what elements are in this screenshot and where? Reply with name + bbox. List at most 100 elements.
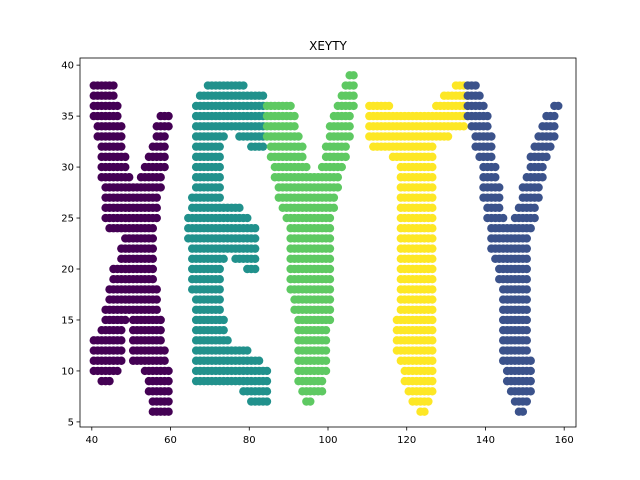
- data-point: [302, 163, 310, 171]
- data-point: [153, 214, 161, 222]
- data-point: [349, 92, 357, 100]
- data-point: [495, 183, 503, 191]
- data-point: [342, 142, 350, 150]
- data-point: [460, 122, 468, 130]
- data-point: [523, 316, 531, 324]
- data-point: [223, 336, 231, 344]
- data-point: [216, 193, 224, 201]
- data-point: [160, 346, 168, 354]
- data-point: [428, 285, 436, 293]
- data-point: [349, 81, 357, 89]
- data-point: [326, 214, 334, 222]
- data-point: [428, 193, 436, 201]
- data-point: [475, 92, 483, 100]
- data-point: [428, 183, 436, 191]
- data-point: [216, 295, 224, 303]
- data-point: [219, 255, 227, 263]
- data-point: [164, 112, 172, 120]
- data-point: [105, 377, 113, 385]
- data-point: [164, 122, 172, 130]
- data-point: [527, 357, 535, 365]
- data-point: [149, 244, 157, 252]
- data-point: [219, 326, 227, 334]
- data-point: [523, 234, 531, 242]
- data-point: [424, 397, 432, 405]
- data-point: [113, 367, 121, 375]
- data-point: [216, 275, 224, 283]
- data-point: [428, 316, 436, 324]
- data-point: [160, 357, 168, 365]
- data-point: [326, 306, 334, 314]
- data-point: [164, 408, 172, 416]
- data-point: [263, 367, 271, 375]
- data-point: [117, 132, 125, 140]
- x-tick-label: 120: [397, 435, 416, 446]
- data-point: [428, 326, 436, 334]
- data-point: [157, 326, 165, 334]
- data-point: [164, 377, 172, 385]
- data-point: [428, 336, 436, 344]
- data-point: [149, 255, 157, 263]
- data-point: [523, 265, 531, 273]
- data-point: [216, 306, 224, 314]
- data-point: [495, 193, 503, 201]
- data-point: [523, 295, 531, 303]
- data-point: [523, 397, 531, 405]
- data-point: [527, 377, 535, 385]
- data-point: [554, 102, 562, 110]
- data-point: [428, 224, 436, 232]
- data-point: [117, 336, 125, 344]
- data-point: [479, 102, 487, 110]
- data-point: [216, 265, 224, 273]
- data-point: [527, 387, 535, 395]
- data-point: [219, 132, 227, 140]
- data-point: [534, 183, 542, 191]
- data-point: [157, 316, 165, 324]
- data-point: [326, 316, 334, 324]
- data-point: [235, 204, 243, 212]
- data-point: [428, 163, 436, 171]
- data-point: [428, 244, 436, 252]
- data-point: [322, 346, 330, 354]
- data-point: [499, 214, 507, 222]
- data-point: [157, 173, 165, 181]
- y-tick-label: 15: [61, 315, 74, 326]
- data-point: [251, 255, 259, 263]
- data-point: [243, 346, 251, 354]
- data-point: [290, 122, 298, 130]
- data-point: [149, 234, 157, 242]
- data-point: [523, 326, 531, 334]
- data-point: [326, 255, 334, 263]
- data-point: [149, 275, 157, 283]
- data-point: [428, 214, 436, 222]
- data-point: [153, 306, 161, 314]
- data-point: [121, 163, 129, 171]
- data-point: [428, 265, 436, 273]
- data-point: [318, 387, 326, 395]
- data-point: [259, 142, 267, 150]
- data-point: [326, 295, 334, 303]
- data-point: [125, 173, 133, 181]
- data-point: [298, 142, 306, 150]
- y-tick-label: 25: [61, 214, 74, 225]
- y-tick-label: 10: [61, 366, 74, 377]
- x-tick-label: 100: [318, 435, 337, 446]
- data-point: [160, 163, 168, 171]
- data-point: [428, 377, 436, 385]
- data-point: [550, 132, 558, 140]
- data-point: [164, 387, 172, 395]
- y-tick-label: 35: [61, 112, 74, 123]
- data-point: [428, 173, 436, 181]
- x-tick-label: 80: [243, 435, 256, 446]
- data-point: [523, 285, 531, 293]
- data-point: [322, 367, 330, 375]
- data-point: [117, 122, 125, 130]
- data-point: [109, 92, 117, 100]
- data-point: [153, 295, 161, 303]
- data-point: [444, 132, 452, 140]
- x-tick-label: 60: [164, 435, 177, 446]
- data-point: [117, 346, 125, 354]
- data-point: [326, 285, 334, 293]
- data-point: [157, 336, 165, 344]
- data-point: [349, 71, 357, 79]
